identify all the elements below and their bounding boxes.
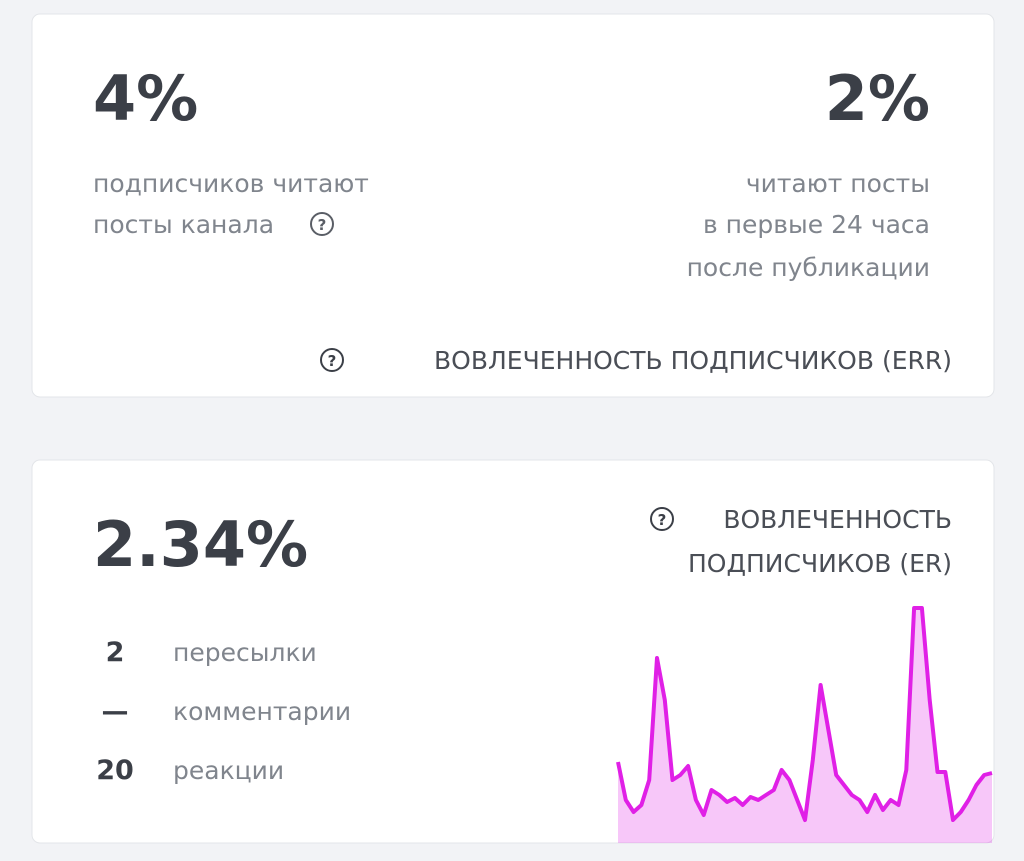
err24-text: в первые 24 часа bbox=[703, 210, 930, 239]
row-count: 20 bbox=[96, 755, 134, 786]
err24-text: читают посты bbox=[746, 169, 930, 198]
er-title: ПОДПИСЧИКОВ (ER) bbox=[688, 549, 952, 578]
svg-text:?: ? bbox=[658, 511, 667, 529]
row-label: комментарии bbox=[173, 697, 351, 726]
er-value: 2.34% bbox=[93, 508, 308, 581]
er-card bbox=[31, 459, 995, 844]
row-count: — bbox=[102, 696, 129, 727]
err-value: 4% bbox=[93, 62, 198, 135]
err-card bbox=[31, 13, 995, 398]
help-icon[interactable]: ? bbox=[320, 348, 344, 372]
svg-text:?: ? bbox=[328, 352, 337, 370]
row-count: 2 bbox=[106, 637, 125, 668]
err24-value: 2% bbox=[825, 62, 930, 135]
err-text: посты канала bbox=[93, 210, 274, 239]
row-label: реакции bbox=[173, 756, 284, 785]
row-label: пересылки bbox=[173, 638, 317, 667]
err-footer: ВОВЛЕЧЕННОСТЬ ПОДПИСЧИКОВ (ERR) bbox=[434, 346, 952, 375]
err24-text: после публикации bbox=[687, 253, 930, 282]
help-icon[interactable]: ? bbox=[310, 212, 334, 236]
svg-text:?: ? bbox=[318, 216, 327, 234]
sparkline bbox=[616, 606, 993, 822]
er-title: ВОВЛЕЧЕННОСТЬ bbox=[723, 505, 952, 534]
err-text: подписчиков читают bbox=[93, 169, 369, 198]
help-icon[interactable]: ? bbox=[650, 507, 674, 531]
